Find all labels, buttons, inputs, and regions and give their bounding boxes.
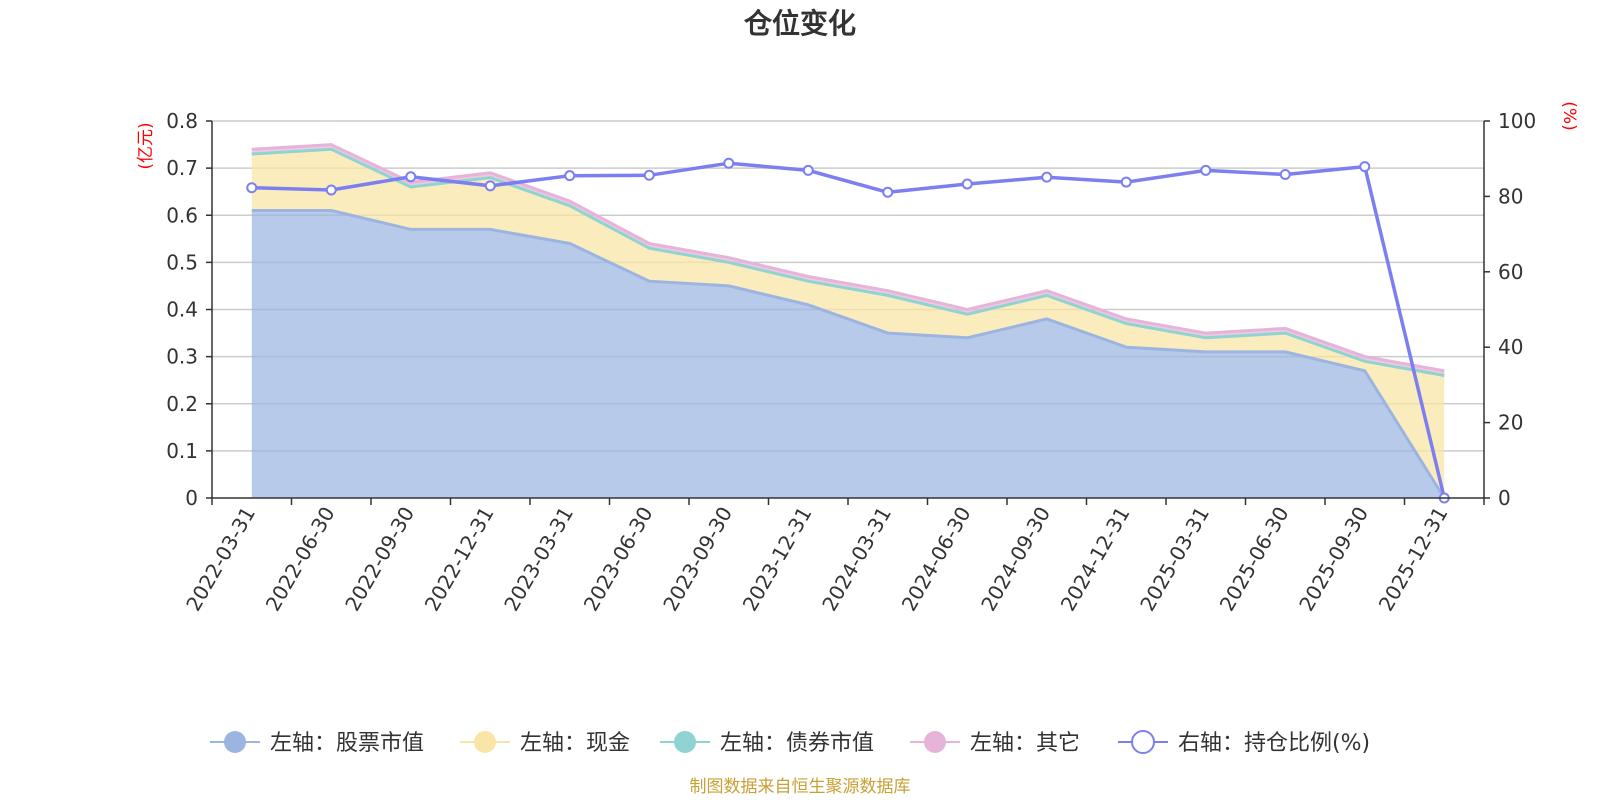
area-左轴：股票市值 [251,210,1445,498]
right-tick-label: 40 [1498,335,1523,359]
area-左轴：现金 [251,149,1445,499]
left-tick-label: 0.3 [166,345,198,369]
right-tick-label: 60 [1498,260,1523,284]
stacked-areas [251,143,1446,499]
legend-label: 右轴：持仓比例(%) [1178,731,1370,756]
ratio-point [723,157,735,169]
legend-marker [1131,730,1155,754]
left-tick-label: 0.8 [166,109,198,133]
right-tick-label: 0 [1498,486,1511,510]
ratio-point [1041,171,1053,183]
left-tick-label: 0.6 [166,203,198,227]
legend: 左轴：股票市值 左轴：现金 左轴：债券市值 左轴：其它 右轴：持仓比例(%) [210,730,1370,756]
ratio-point [1279,169,1291,181]
x-tick-label: 2023-03-31 [499,503,578,616]
x-tick-label: 2025-09-30 [1294,503,1373,616]
legend-label: 左轴：股票市值 [270,731,424,756]
left-tick-label: 0.7 [166,156,198,180]
ratio-point [1359,161,1371,173]
left-tick-label: 0.4 [166,298,198,322]
right-tick-label: 100 [1498,109,1536,133]
right-tick-label: 80 [1498,184,1523,208]
ratio-point [882,186,894,198]
x-tick-label: 2022-03-31 [181,503,260,616]
x-tick-label: 2024-03-31 [817,503,896,616]
ratio-point [802,164,814,176]
area-line-左轴：股票市值 [251,209,1446,499]
legend-marker [474,731,496,753]
ratio-point [564,170,576,182]
legend-label: 左轴：债券市值 [720,731,874,756]
left-tick-label: 0.5 [166,250,198,274]
position-ratio-line [246,157,1450,504]
right-axis-unit: (%) [1559,101,1579,130]
x-tick-label: 2022-09-30 [340,503,419,616]
ratio-point [484,180,496,192]
legend-label: 左轴：其它 [970,731,1080,756]
x-tick-label: 2023-06-30 [579,503,658,616]
x-tick-label: 2022-06-30 [261,503,340,616]
ratio-line [251,161,1447,499]
x-tick-label: 2023-09-30 [658,503,737,616]
left-tick-label: 0 [185,486,198,510]
legend-marker [924,731,946,753]
area-line-左轴：其它 [251,143,1445,373]
x-tick-label: 2024-12-31 [1056,503,1135,616]
ratio-point [1120,176,1132,188]
ratio-point [961,178,973,190]
ratio-point [643,169,655,181]
left-tick-label: 0.1 [166,439,198,463]
left-axis-unit: (亿元) [136,122,156,169]
x-tick-label: 2024-06-30 [897,503,976,616]
x-tick-label: 2023-12-31 [738,503,817,616]
ratio-point [325,184,337,196]
chart-title: 仓位变化 [744,7,856,40]
legend-label: 左轴：现金 [520,731,630,756]
ratio-point [1200,164,1212,176]
right-tick-label: 20 [1498,411,1523,435]
left-tick-label: 0.2 [166,392,198,416]
x-tick-label: 2022-12-31 [420,503,499,616]
ratio-point [246,182,258,194]
legend-marker [674,731,696,753]
x-tick-label: 2024-09-30 [976,503,1055,616]
x-tick-label: 2025-03-31 [1135,503,1214,616]
x-tick-label: 2025-12-31 [1374,503,1453,616]
legend-marker [224,731,246,753]
source-note: 制图数据来自恒生聚源数据库 [690,777,911,797]
ratio-point [405,171,417,183]
x-tick-label: 2025-06-30 [1215,503,1294,616]
